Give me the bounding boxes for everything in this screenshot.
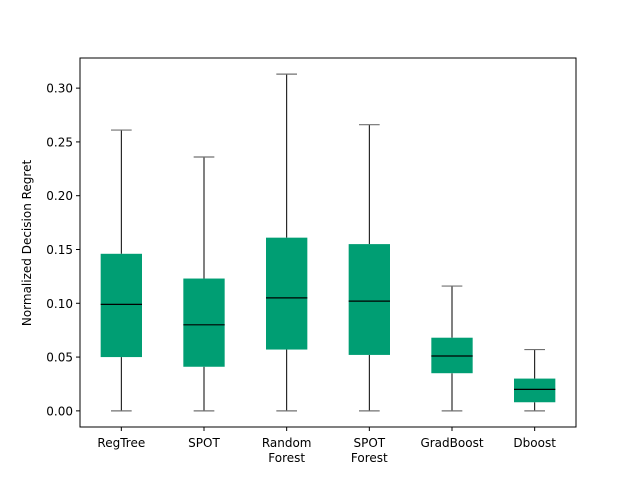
x-tick-label-line: Dboost — [513, 436, 556, 450]
iqr-box — [266, 237, 308, 350]
iqr-box — [514, 378, 556, 403]
x-tick-label-line: SPOT — [188, 436, 220, 450]
x-tick-label: Dboost — [513, 436, 556, 450]
x-tick-label: SPOT Forest — [351, 436, 388, 465]
box-group — [431, 285, 473, 412]
iqr-box — [183, 278, 225, 367]
box-group — [266, 73, 308, 412]
y-tick-label: 0.00 — [46, 404, 73, 418]
box-group — [100, 129, 142, 412]
x-tick-label: GradBoost — [420, 436, 483, 450]
x-tick-label-line: GradBoost — [420, 436, 483, 450]
y-tick-label: 0.30 — [46, 82, 73, 96]
x-tick-label: RegTree — [97, 436, 145, 450]
x-tick-label-line: Forest — [351, 451, 388, 465]
x-tick-label: Random Forest — [262, 436, 312, 465]
y-tick-label: 0.10 — [46, 297, 73, 311]
x-tick-label: SPOT — [188, 436, 220, 450]
x-tick-label-line: SPOT — [354, 436, 386, 450]
y-axis-label: Normalized Decision Regret — [20, 160, 34, 327]
x-tick-label-line: Random — [262, 436, 312, 450]
y-tick-label: 0.15 — [46, 243, 73, 257]
iqr-box — [348, 244, 390, 355]
box-group — [348, 124, 390, 412]
iqr-box — [100, 253, 142, 358]
y-tick-label: 0.25 — [46, 135, 73, 149]
box-group — [183, 156, 225, 412]
y-tick-label: 0.20 — [46, 189, 73, 203]
x-tick-label-line: RegTree — [97, 436, 145, 450]
x-tick-label-line: Forest — [268, 451, 305, 465]
y-tick-label: 0.05 — [46, 351, 73, 365]
box-group — [514, 348, 556, 412]
axes-frame — [79, 57, 577, 428]
